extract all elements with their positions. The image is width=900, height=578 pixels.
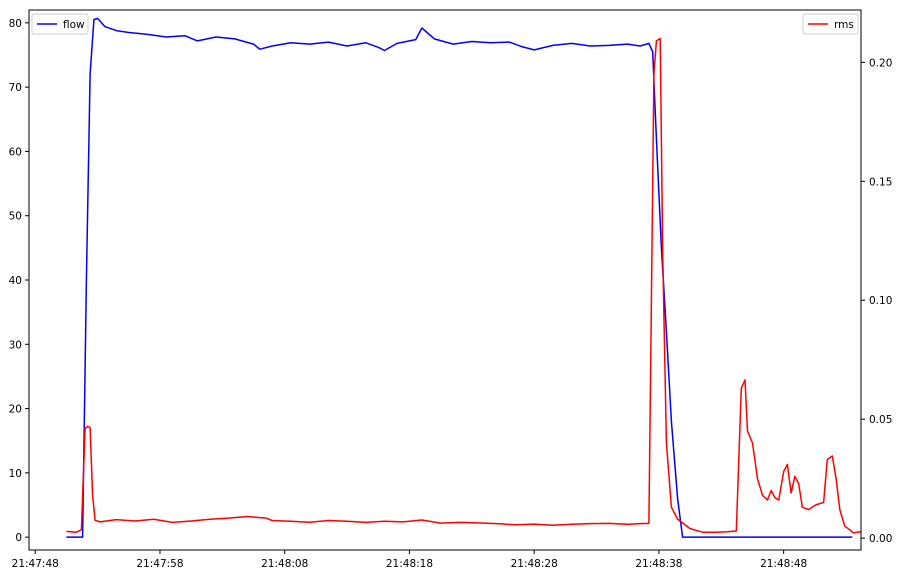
x-tick-label: 21:48:08 — [261, 558, 308, 570]
series-line-rms — [66, 37, 862, 534]
y-left-tick-label: 50 — [9, 211, 22, 223]
y-right-tick-label: 0.10 — [869, 295, 892, 307]
x-tick-label: 21:48:38 — [635, 558, 682, 570]
y-left-tick-label: 70 — [9, 82, 22, 94]
legend-right: rms — [802, 13, 859, 35]
series-line-flow — [66, 17, 853, 538]
y-left-tick-label: 80 — [9, 18, 22, 30]
x-tick-label: 21:47:48 — [12, 558, 59, 570]
plot-area — [29, 10, 861, 550]
y-left-tick-label: 30 — [9, 339, 22, 351]
y-left-tick-label: 40 — [9, 275, 22, 287]
y-left-tick-label: 0 — [15, 532, 22, 544]
x-tick-label: 21:47:58 — [136, 558, 183, 570]
y-axis-right: 0.00 0.05 0.10 0.15 0.20 — [861, 57, 892, 545]
y-right-tick-label: 0.15 — [869, 176, 892, 188]
y-right-tick-label: 0.20 — [869, 57, 892, 69]
y-left-tick-label: 60 — [9, 146, 22, 158]
legend-rms-label: rms — [834, 19, 854, 31]
x-tick-label: 21:48:18 — [386, 558, 433, 570]
y-right-tick-label: 0.00 — [869, 533, 892, 545]
y-left-tick-label: 20 — [9, 404, 22, 416]
legend-left: flow — [31, 13, 89, 35]
plot-frame — [28, 9, 862, 551]
legend-flow-label: flow — [63, 19, 85, 31]
x-axis: 21:47:48 21:47:58 21:48:08 21:48:18 21:48:28… — [12, 550, 807, 570]
y-left-tick-label: 10 — [9, 468, 22, 480]
legend-right-box — [802, 13, 859, 35]
x-tick-label: 21:48:48 — [760, 558, 807, 570]
y-axis-left: 0 10 20 30 40 50 60 70 80 — [9, 18, 29, 544]
series-layer — [66, 17, 862, 538]
y-right-tick-label: 0.05 — [869, 414, 892, 426]
legend-left-box — [31, 13, 89, 35]
x-tick-label: 21:48:28 — [511, 558, 558, 570]
